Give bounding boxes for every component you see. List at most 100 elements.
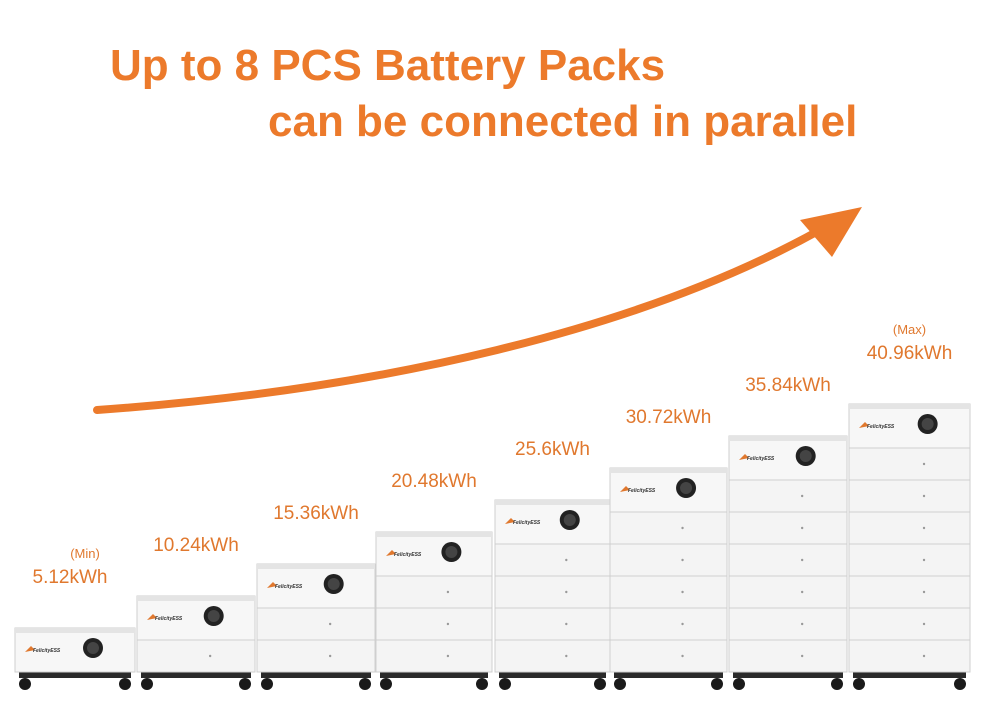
battery-module [848, 447, 971, 481]
top-lid [15, 628, 135, 633]
capacity-label: 35.84kWh [745, 375, 831, 396]
battery-module [609, 639, 728, 673]
battery-module [609, 607, 728, 641]
brand-text: FelicityESS [155, 616, 183, 622]
wheel [594, 678, 606, 690]
stack-base [733, 672, 843, 678]
battery-module [848, 511, 971, 545]
battery-module [609, 575, 728, 609]
module-led [800, 494, 804, 498]
title-line-2: can be connected in parallel [268, 97, 857, 146]
battery-module [375, 639, 493, 673]
module-led [681, 558, 684, 562]
battery-module [848, 607, 971, 641]
brand-text: FelicityESS [33, 648, 61, 654]
module-led [446, 654, 450, 658]
battery-module [848, 639, 971, 673]
module-led [565, 558, 568, 562]
brand-logo [267, 582, 277, 588]
stack-base [380, 672, 488, 678]
module-led [800, 590, 804, 594]
brand-logo [505, 518, 515, 524]
stack-base [614, 672, 723, 678]
top-lid [729, 436, 847, 441]
brand-logo [859, 422, 869, 428]
wheel [831, 678, 843, 690]
capacity-label: 20.48kWh [391, 471, 477, 492]
wheel [261, 678, 273, 690]
wheel [380, 678, 392, 690]
wheel [239, 678, 251, 690]
battery-stack: FelicityESS [609, 467, 728, 690]
brand-logo [386, 550, 396, 556]
brand-text: FelicityESS [275, 584, 303, 590]
brand-text: FelicityESS [394, 552, 422, 558]
wheel [733, 678, 745, 690]
battery-stack: FelicityESS [848, 403, 971, 690]
brand-text: FelicityESS [867, 424, 895, 430]
top-lid [257, 564, 375, 569]
battery-stack: FelicityESS [256, 563, 376, 690]
brand-logo [620, 486, 630, 492]
top-lid [376, 532, 492, 537]
battery-stack: FelicityESS [136, 595, 256, 690]
capacity-label: 40.96kWh [867, 343, 953, 364]
capacity-note: (Min) [70, 546, 100, 561]
battery-module [728, 511, 848, 545]
module-led [681, 526, 684, 530]
battery-stack: FelicityESS [14, 627, 136, 690]
module-led [446, 590, 450, 594]
module-led [328, 622, 332, 626]
top-lid [610, 468, 727, 473]
control-unit [14, 627, 136, 673]
battery-module [494, 543, 611, 577]
battery-module [375, 575, 493, 609]
display [680, 482, 693, 494]
module-led [922, 622, 926, 626]
module-led [681, 654, 684, 658]
battery-stack: FelicityESS [728, 435, 848, 690]
capacity-label: 15.36kWh [273, 503, 359, 524]
stack-base [19, 672, 131, 678]
brand-text: FelicityESS [513, 520, 541, 526]
display [87, 642, 99, 654]
battery-module [494, 607, 611, 641]
arrow-head [800, 207, 862, 257]
top-lid [137, 596, 255, 601]
capacity-label: 25.6kWh [515, 439, 590, 460]
battery-module [494, 639, 611, 673]
brand-logo [25, 646, 35, 652]
battery-stack: FelicityESS [494, 499, 611, 690]
module-led [208, 654, 212, 658]
wheel [19, 678, 31, 690]
battery-module [728, 575, 848, 609]
wheel [711, 678, 723, 690]
stack-base [141, 672, 251, 678]
capacity-note: (Max) [893, 322, 926, 337]
battery-stacks: FelicityESS (Min) 5.12kWh FelicityESS 10.24k… [14, 322, 971, 690]
brand-text: FelicityESS [628, 488, 656, 494]
stack-base [499, 672, 606, 678]
module-led [328, 654, 332, 658]
battery-module [848, 543, 971, 577]
module-led [922, 494, 926, 498]
module-led [800, 558, 804, 562]
battery-module [848, 575, 971, 609]
capacity-label: 10.24kWh [153, 535, 239, 556]
module-led [922, 654, 926, 658]
module-led [800, 654, 804, 658]
wheel [853, 678, 865, 690]
module-led [922, 590, 926, 594]
wheel [141, 678, 153, 690]
stack-base [853, 672, 966, 678]
stack-base [261, 672, 371, 678]
capacity-label: 5.12kWh [33, 567, 108, 588]
wheel [499, 678, 511, 690]
module-led [922, 526, 926, 530]
title-line-1: Up to 8 PCS Battery Packs [110, 41, 665, 90]
capacity-label: 30.72kWh [626, 407, 712, 428]
battery-module [256, 639, 376, 673]
module-led [446, 622, 450, 626]
battery-module [494, 575, 611, 609]
